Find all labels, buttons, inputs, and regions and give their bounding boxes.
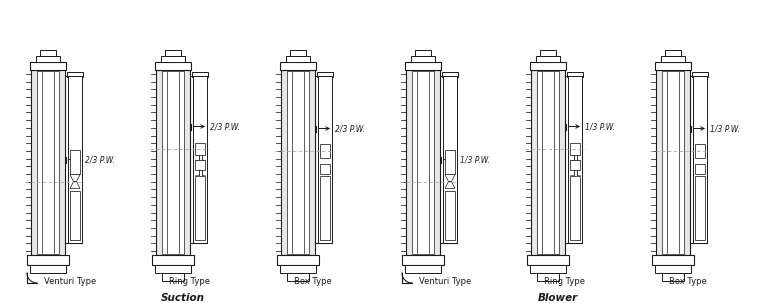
Bar <box>406 70 440 255</box>
Bar <box>656 70 690 255</box>
Bar <box>156 70 190 255</box>
Bar <box>570 175 580 240</box>
Bar <box>320 144 330 158</box>
Bar <box>320 175 330 240</box>
Bar <box>537 273 559 281</box>
Bar <box>162 273 184 281</box>
Bar <box>411 56 435 62</box>
Bar <box>402 255 444 265</box>
Text: Venturi Type: Venturi Type <box>419 277 471 286</box>
Bar <box>195 142 205 155</box>
Bar <box>70 191 80 240</box>
Bar <box>68 76 82 243</box>
Bar <box>693 76 707 243</box>
Bar <box>540 50 556 56</box>
Bar <box>286 56 310 62</box>
Bar <box>655 62 691 70</box>
Bar <box>662 71 684 254</box>
Bar <box>655 265 691 273</box>
Bar <box>320 164 330 174</box>
Bar <box>536 56 560 62</box>
Polygon shape <box>445 181 455 188</box>
Bar <box>195 159 205 169</box>
Bar <box>67 72 83 77</box>
Polygon shape <box>445 175 455 181</box>
Bar <box>695 175 705 240</box>
Bar <box>415 50 431 56</box>
Bar <box>195 175 205 240</box>
Bar <box>290 50 306 56</box>
Bar <box>567 72 583 77</box>
Bar <box>530 62 566 70</box>
Bar <box>192 72 208 77</box>
Polygon shape <box>70 181 80 188</box>
Bar <box>193 76 207 243</box>
Bar <box>445 150 455 174</box>
Text: 1/3 P.W.: 1/3 P.W. <box>585 122 615 131</box>
Bar <box>165 50 181 56</box>
Bar <box>665 50 681 56</box>
Bar <box>27 255 69 265</box>
Bar <box>317 72 333 77</box>
Bar <box>280 62 316 70</box>
Bar <box>287 71 309 254</box>
Bar <box>40 50 56 56</box>
Bar <box>527 255 569 265</box>
Bar <box>695 164 705 174</box>
Bar <box>443 76 457 243</box>
Bar <box>570 159 580 169</box>
Text: Suction: Suction <box>161 293 205 303</box>
Text: Venturi Type: Venturi Type <box>44 277 96 286</box>
Bar <box>405 265 441 273</box>
Bar <box>530 265 566 273</box>
Bar <box>152 255 194 265</box>
Bar <box>155 62 191 70</box>
Bar <box>70 150 80 174</box>
Bar <box>162 71 184 254</box>
Text: Blower: Blower <box>538 293 578 303</box>
Bar <box>445 191 455 240</box>
Bar <box>277 255 319 265</box>
Text: 1/3 P.W.: 1/3 P.W. <box>460 155 490 164</box>
Bar <box>30 265 66 273</box>
Bar <box>37 71 59 254</box>
Bar <box>31 70 65 255</box>
Text: Box Type: Box Type <box>294 277 332 286</box>
Text: Box Type: Box Type <box>669 277 707 286</box>
Text: 2/3 P.W.: 2/3 P.W. <box>85 155 115 164</box>
Bar <box>287 273 309 281</box>
Bar <box>281 70 315 255</box>
Bar <box>161 56 185 62</box>
Bar <box>442 72 458 77</box>
Polygon shape <box>70 175 80 181</box>
Bar <box>662 273 684 281</box>
Bar <box>695 144 705 158</box>
Bar <box>412 71 434 254</box>
Bar <box>30 62 66 70</box>
Text: 2/3 P.W.: 2/3 P.W. <box>210 122 240 131</box>
Bar <box>155 265 191 273</box>
Bar <box>652 255 694 265</box>
Bar <box>537 71 559 254</box>
Bar <box>661 56 685 62</box>
Text: Ring Type: Ring Type <box>169 277 210 286</box>
Text: Ring Type: Ring Type <box>544 277 585 286</box>
Bar <box>570 142 580 155</box>
Text: 2/3 P.W.: 2/3 P.W. <box>335 124 365 133</box>
Bar <box>280 265 316 273</box>
Bar <box>36 56 60 62</box>
Bar <box>568 76 582 243</box>
Bar <box>318 76 332 243</box>
Text: 1/3 P.W.: 1/3 P.W. <box>710 124 740 133</box>
Bar <box>405 62 441 70</box>
Bar <box>531 70 565 255</box>
Bar <box>692 72 708 77</box>
